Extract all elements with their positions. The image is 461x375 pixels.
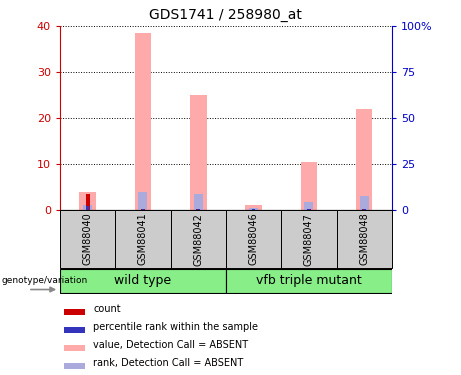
Text: GSM88040: GSM88040 (83, 213, 93, 266)
Bar (281, 210, 337, 268)
Bar (60, 269, 226, 293)
Bar (141, 209, 145, 210)
Bar (226, 210, 281, 268)
Bar (79, 192, 96, 210)
Title: GDS1741 / 258980_at: GDS1741 / 258980_at (149, 9, 302, 22)
Text: value, Detection Call = ABSENT: value, Detection Call = ABSENT (93, 340, 248, 350)
Text: GSM88047: GSM88047 (304, 213, 314, 266)
Bar (171, 210, 226, 268)
Text: GSM88041: GSM88041 (138, 213, 148, 266)
Bar (64, 345, 85, 351)
Bar (64, 309, 85, 315)
Bar (64, 363, 85, 369)
Bar (83, 206, 92, 210)
Bar (337, 210, 392, 268)
Bar (304, 202, 313, 210)
Text: percentile rank within the sample: percentile rank within the sample (93, 322, 258, 332)
Bar (362, 209, 366, 210)
Bar (360, 196, 369, 210)
Text: genotype/variation: genotype/variation (1, 276, 88, 285)
Bar (194, 194, 203, 210)
Bar (252, 209, 255, 210)
Text: GSM88042: GSM88042 (193, 213, 203, 266)
Bar (86, 194, 89, 210)
Bar (115, 210, 171, 268)
Bar (301, 162, 317, 210)
Text: wild type: wild type (114, 274, 171, 287)
Bar (86, 206, 89, 210)
Bar (245, 206, 262, 210)
Bar (60, 210, 115, 268)
Bar (226, 269, 392, 293)
Bar (135, 33, 151, 210)
Bar (190, 95, 207, 210)
Bar (64, 327, 85, 333)
Bar (307, 209, 311, 210)
Bar (138, 192, 148, 210)
Bar (249, 208, 258, 210)
Bar (196, 209, 200, 210)
Text: rank, Detection Call = ABSENT: rank, Detection Call = ABSENT (93, 358, 243, 368)
Text: GSM88046: GSM88046 (248, 213, 259, 266)
Text: GSM88048: GSM88048 (359, 213, 369, 266)
Text: count: count (93, 304, 121, 314)
Bar (356, 109, 372, 210)
Text: vfb triple mutant: vfb triple mutant (256, 274, 362, 287)
